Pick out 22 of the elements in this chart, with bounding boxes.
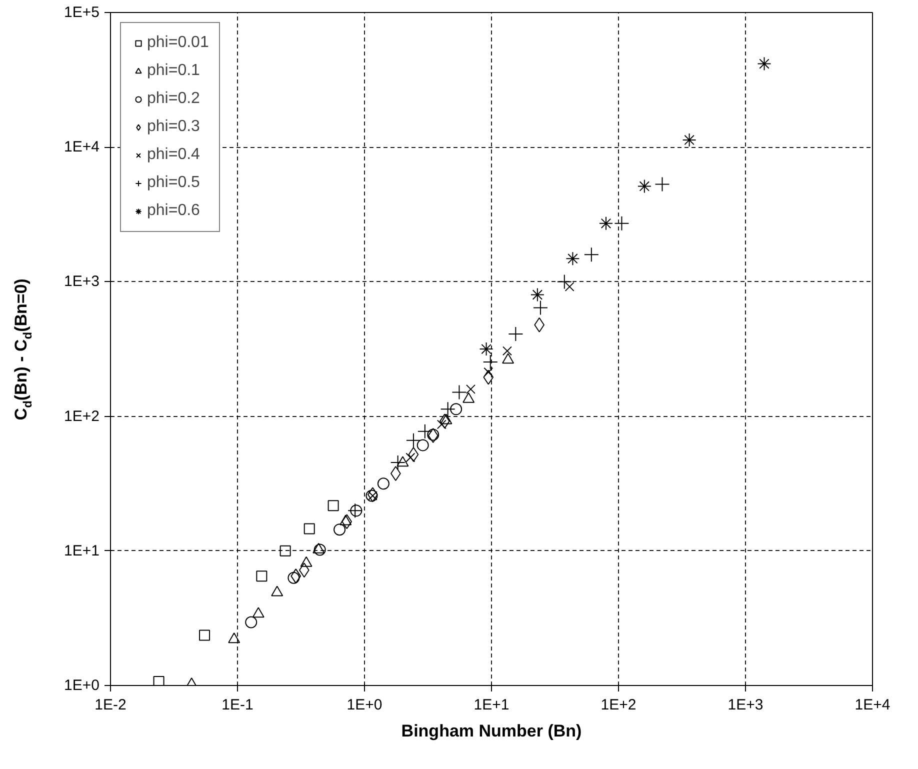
y-axis-title: Cd(Bn) - Cd(Bn=0) [12, 278, 34, 420]
x-axis-title: Bingham Number (Bn) [401, 722, 582, 740]
legend-label: phi=0.3 [147, 118, 200, 136]
y-tick-label: 1E+2 [64, 408, 100, 425]
y-tick-label: 1E+3 [64, 273, 100, 290]
y-tick-label: 1E+0 [64, 677, 100, 694]
legend-label: phi=0.5 [147, 174, 200, 192]
legend-label: phi=0.1 [147, 62, 200, 80]
x-tick-label: 1E+0 [346, 696, 382, 714]
x-tick-label: 1E+4 [854, 696, 890, 714]
x-tick-label: 1E-1 [222, 696, 254, 714]
x-tick-label: 1E-2 [94, 696, 126, 714]
x-tick-label: 1E+1 [474, 696, 510, 714]
legend-label: phi=0.2 [147, 90, 200, 108]
legend-label: phi=0.01 [147, 34, 209, 52]
x-tick-label: 1E+3 [728, 696, 764, 714]
y-tick-label: 1E+4 [64, 138, 100, 156]
x-tick-label: 1E+2 [600, 696, 636, 714]
y-tick-label: 1E+1 [64, 542, 100, 560]
legend-label: phi=0.6 [147, 202, 200, 220]
legend-label: phi=0.4 [147, 146, 200, 164]
y-tick-label: 1E+5 [64, 4, 100, 21]
